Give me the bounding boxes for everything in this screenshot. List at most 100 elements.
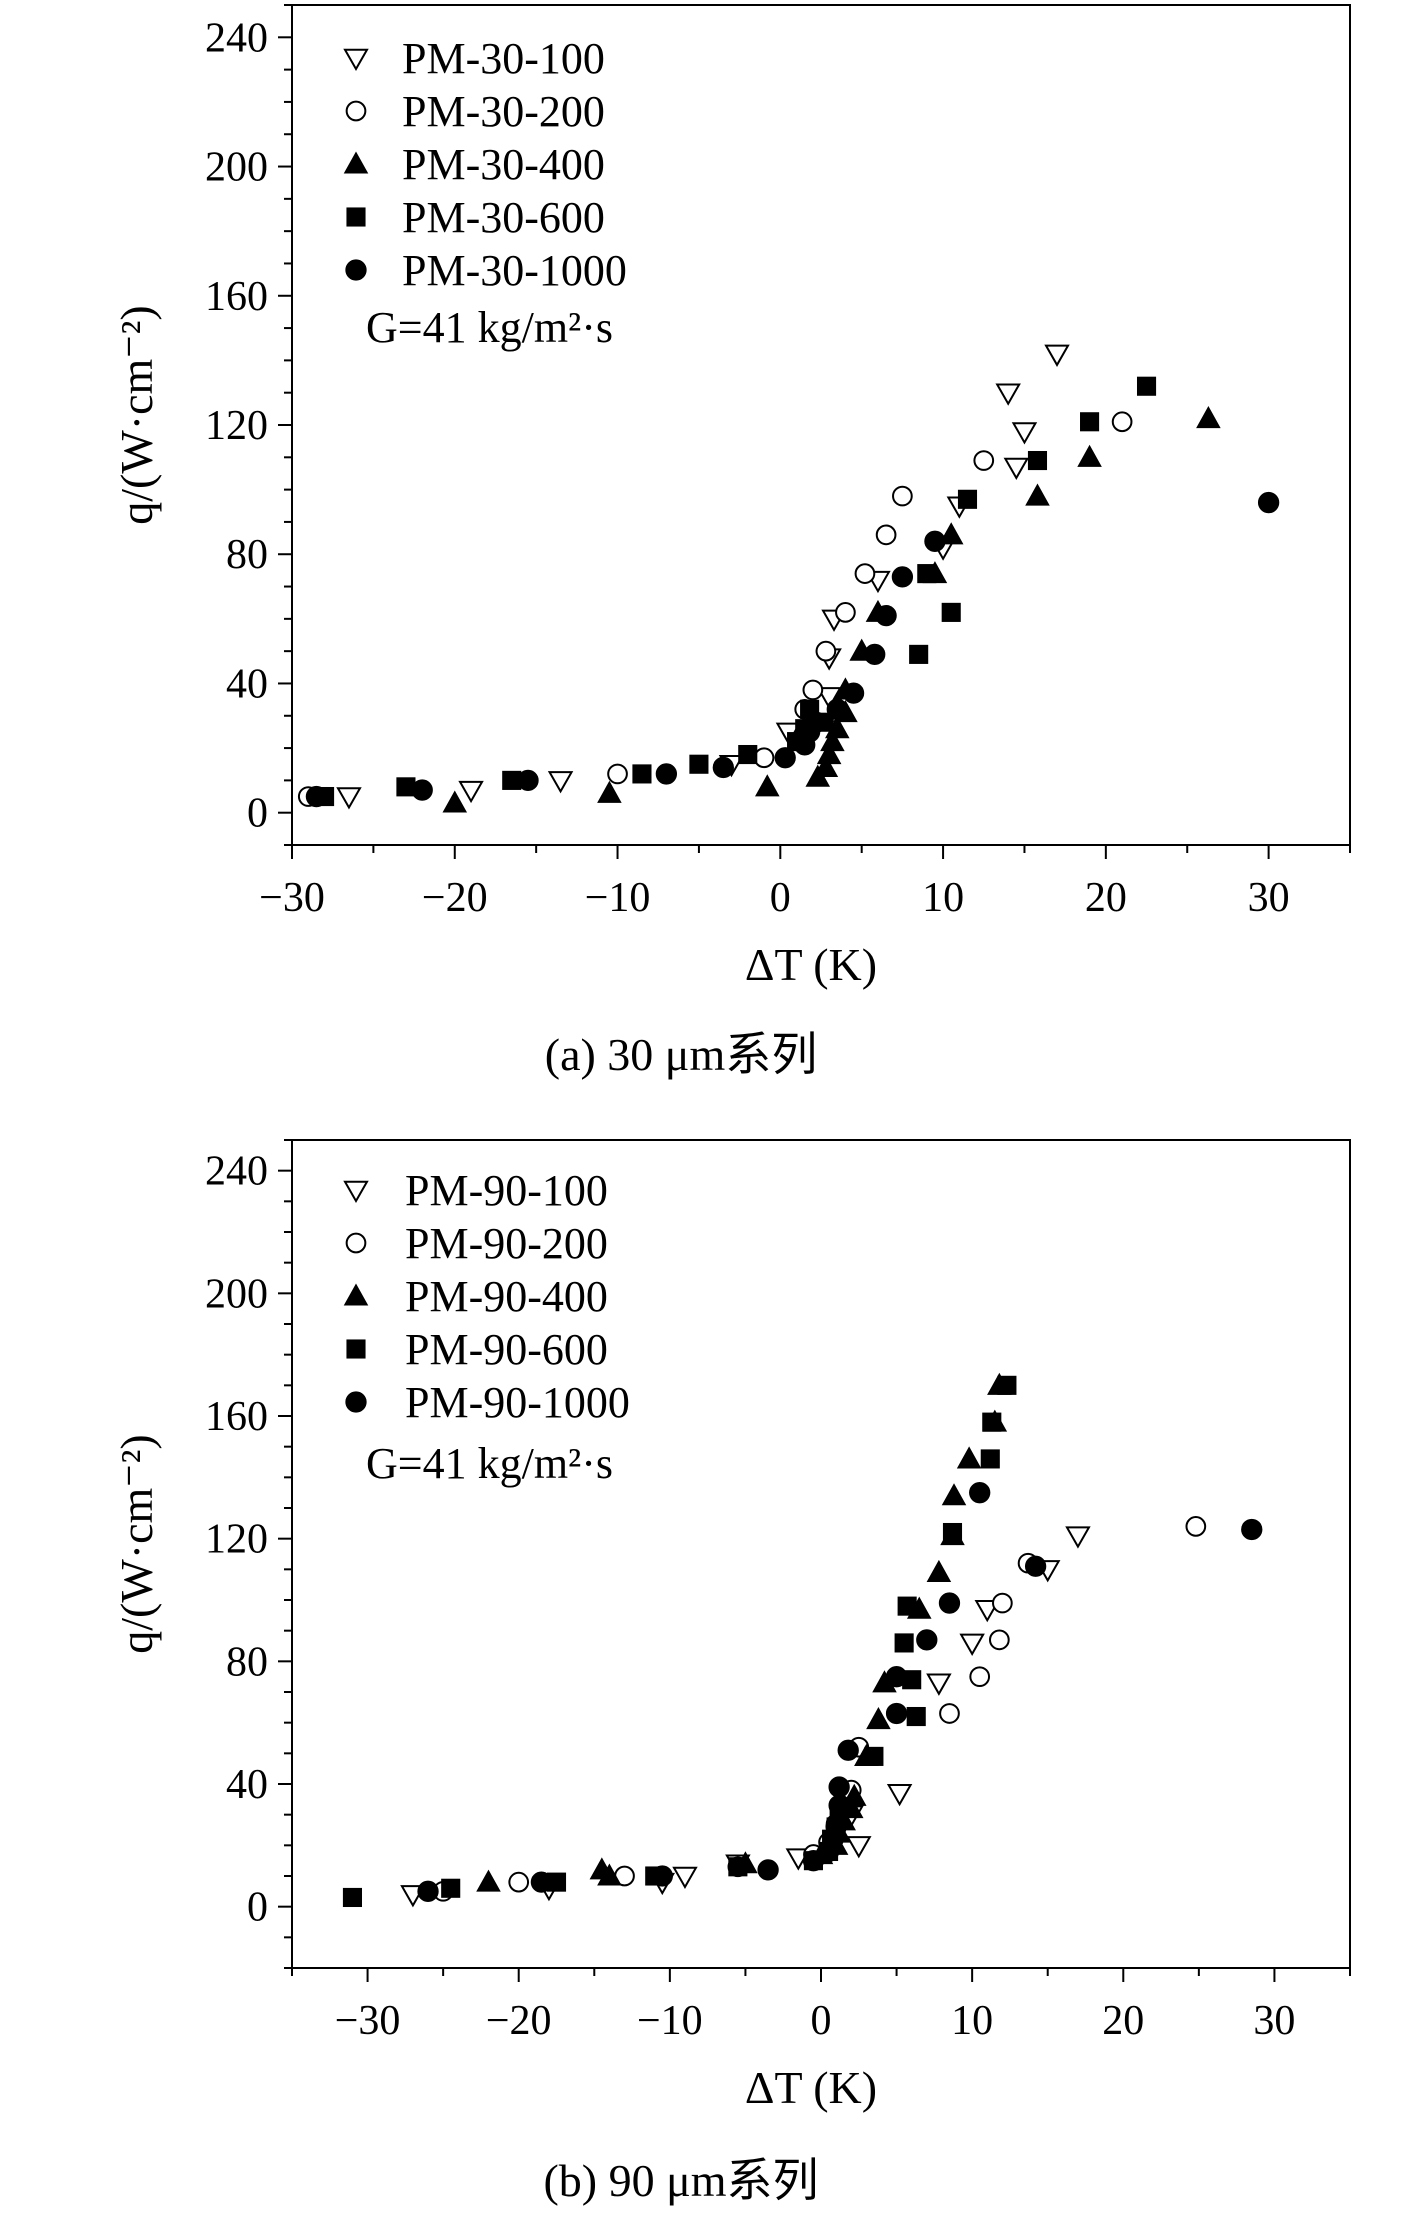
data-point bbox=[926, 1559, 952, 1582]
y-tick-label: 40 bbox=[226, 661, 268, 707]
data-point bbox=[846, 1836, 872, 1859]
data-point bbox=[1257, 491, 1280, 514]
x-tick-label: 10 bbox=[922, 875, 964, 921]
data-point bbox=[820, 729, 845, 752]
data-point bbox=[842, 682, 865, 704]
legend-marker bbox=[343, 48, 369, 72]
data-point bbox=[825, 1816, 847, 1838]
data-point bbox=[886, 1783, 913, 1807]
legend-entry: PM-90-100 bbox=[405, 1166, 608, 1215]
y-axis-label: q/(W·cm⁻²) bbox=[111, 305, 162, 524]
y-tick-label: 0 bbox=[247, 791, 268, 837]
y-tick-label: 240 bbox=[205, 15, 268, 61]
data-point bbox=[774, 747, 796, 769]
data-point bbox=[939, 1703, 960, 1724]
data-point bbox=[442, 790, 468, 813]
x-tick-label: 30 bbox=[1253, 1998, 1295, 2044]
data-point bbox=[1003, 457, 1030, 481]
figure-caption: (b) 90 μm系列 bbox=[543, 2155, 818, 2206]
data-point bbox=[813, 754, 839, 778]
data-point bbox=[1025, 483, 1050, 506]
legend-entry: PM-90-600 bbox=[405, 1325, 608, 1374]
data-point bbox=[959, 1633, 985, 1656]
data-point bbox=[805, 711, 827, 733]
data-point bbox=[942, 1522, 963, 1543]
flow-rate-annotation: G=41 kg/m²·s bbox=[366, 303, 613, 352]
data-point bbox=[866, 1707, 891, 1730]
data-point bbox=[835, 602, 856, 623]
data-point bbox=[753, 747, 775, 769]
legend-marker bbox=[345, 1391, 367, 1413]
data-point bbox=[995, 383, 1021, 406]
data-point bbox=[755, 774, 780, 797]
data-point bbox=[1024, 1555, 1047, 1577]
flow-rate-annotation: G=41 kg/m²·s bbox=[366, 1439, 613, 1488]
data-point bbox=[815, 640, 837, 662]
data-point bbox=[982, 1412, 1002, 1432]
legend-marker bbox=[343, 151, 369, 174]
data-point bbox=[476, 1869, 501, 1892]
x-tick-label: 20 bbox=[1102, 1998, 1144, 2044]
data-point bbox=[938, 522, 964, 545]
data-point bbox=[969, 1482, 991, 1504]
data-point bbox=[441, 1878, 461, 1898]
data-point bbox=[1111, 411, 1133, 433]
data-point bbox=[1011, 422, 1038, 445]
data-point bbox=[997, 1375, 1017, 1395]
data-point bbox=[1241, 1518, 1263, 1541]
data-point bbox=[864, 1746, 884, 1766]
legend-entry: PM-30-100 bbox=[402, 34, 605, 83]
data-point bbox=[828, 1776, 850, 1798]
x-tick-label: −20 bbox=[486, 1998, 552, 2044]
y-tick-label: 160 bbox=[205, 1394, 268, 1440]
legend-marker bbox=[343, 1180, 369, 1204]
x-tick-label: −20 bbox=[422, 875, 488, 921]
legend-marker bbox=[346, 207, 366, 227]
data-point bbox=[1196, 405, 1221, 429]
data-point bbox=[841, 1783, 867, 1806]
data-point bbox=[1027, 450, 1048, 471]
legend-marker bbox=[346, 1339, 366, 1359]
data-point bbox=[597, 780, 622, 803]
data-point bbox=[980, 1449, 1000, 1469]
x-tick-label: −10 bbox=[585, 875, 651, 921]
data-point bbox=[632, 764, 652, 784]
y-tick-label: 160 bbox=[205, 274, 268, 320]
data-point bbox=[924, 530, 946, 552]
data-point bbox=[988, 1629, 1010, 1651]
data-point bbox=[1185, 1516, 1207, 1537]
data-point bbox=[1136, 376, 1157, 396]
data-point bbox=[712, 756, 734, 779]
data-point bbox=[672, 1866, 698, 1890]
data-point bbox=[651, 1865, 673, 1887]
data-point bbox=[1044, 344, 1070, 367]
data-point bbox=[885, 1666, 908, 1688]
x-tick-label: 20 bbox=[1085, 875, 1127, 921]
x-axis-label: ΔT (K) bbox=[745, 939, 877, 990]
data-point bbox=[607, 763, 628, 785]
figure-caption: (a) 30 μm系列 bbox=[545, 1029, 818, 1080]
data-point bbox=[1065, 1526, 1091, 1549]
data-point bbox=[508, 1871, 530, 1893]
data-point bbox=[973, 450, 995, 471]
data-point bbox=[689, 754, 709, 774]
x-axis-label: ΔT (K) bbox=[745, 2062, 877, 2113]
x-tick-label: 10 bbox=[951, 1998, 993, 2044]
data-point bbox=[854, 563, 876, 584]
data-point bbox=[1077, 444, 1102, 467]
x-tick-label: 0 bbox=[770, 875, 791, 921]
legend-marker bbox=[345, 259, 367, 281]
data-point bbox=[969, 1666, 991, 1688]
data-point bbox=[828, 1794, 850, 1817]
data-point bbox=[941, 602, 961, 622]
chart-panel-a: 0 40 80 120 160 200 240 −30 −20 −10 0 10 20 30 ΔT (K) q… bbox=[111, 4, 1351, 1080]
data-point bbox=[517, 769, 539, 792]
data-point bbox=[530, 1871, 553, 1893]
legend-marker bbox=[343, 1283, 369, 1306]
data-point bbox=[458, 780, 484, 804]
data-point bbox=[885, 1702, 908, 1725]
y-tick-label: 120 bbox=[205, 403, 268, 449]
data-point bbox=[894, 1633, 914, 1653]
data-point bbox=[892, 485, 913, 507]
